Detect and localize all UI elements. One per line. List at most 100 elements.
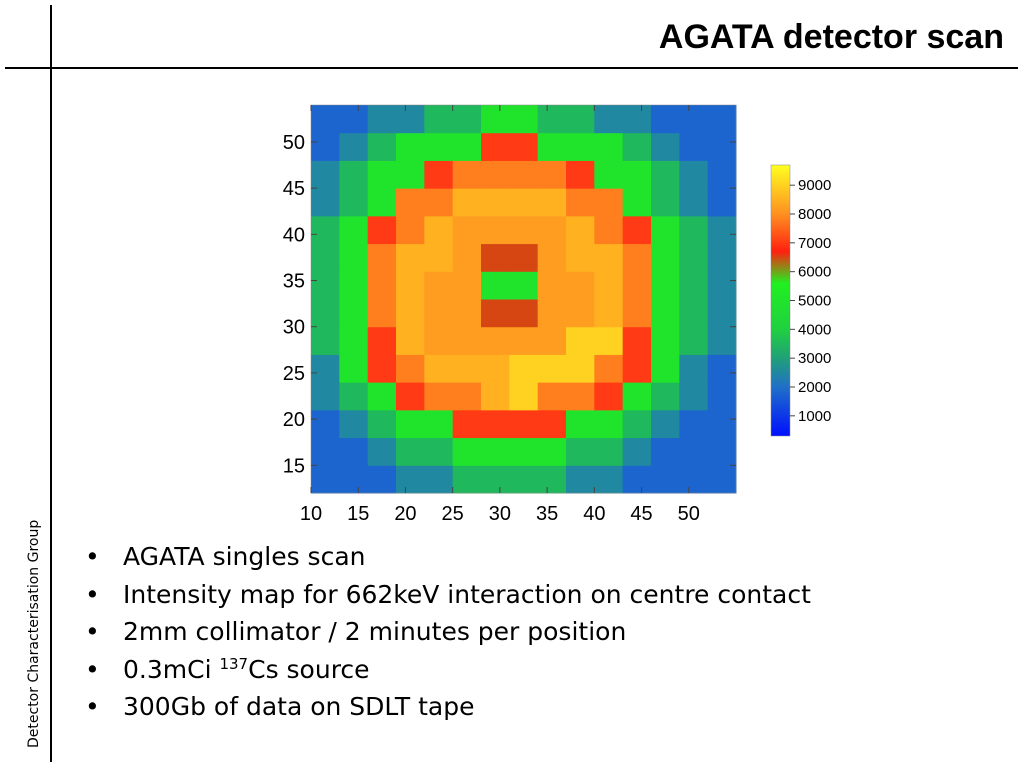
bullet: 300Gb of data on SDLT tape [85, 688, 811, 726]
heat-cell [566, 354, 595, 383]
heat-cell [452, 188, 482, 217]
heat-cell [339, 188, 369, 217]
heat-cell [424, 271, 454, 300]
heat-cell [509, 299, 539, 328]
heat-cell [396, 465, 425, 494]
heat-cell [339, 271, 369, 300]
heat-cell [481, 132, 510, 161]
heat-cell [509, 354, 539, 383]
heat-cell [594, 465, 624, 494]
heat-cell [537, 354, 567, 383]
heat-cell [707, 382, 737, 411]
heat-cell [509, 465, 539, 494]
heat-cell [311, 465, 340, 494]
heat-cell [622, 105, 652, 134]
heat-cell [367, 465, 397, 494]
heat-cell [311, 409, 340, 439]
heat-cell [481, 409, 510, 439]
heat-cell [311, 354, 340, 383]
heat-cell [594, 326, 624, 355]
heat-cell [594, 437, 624, 466]
heat-cell [339, 215, 369, 245]
heat-cell [339, 132, 369, 161]
heat-cell [651, 354, 680, 383]
heat-cell [537, 160, 567, 189]
heat-cell [452, 409, 482, 439]
heat-cell [537, 105, 567, 134]
heat-cell [311, 215, 340, 245]
heat-cell [367, 409, 397, 439]
heat-cell [622, 215, 652, 245]
heat-cell [537, 271, 567, 300]
heat-cell [339, 160, 369, 189]
heat-cell [679, 326, 709, 355]
heat-cell [509, 437, 539, 466]
heat-cell [566, 465, 595, 494]
heat-cell [537, 188, 567, 217]
x-tick-label: 10 [300, 503, 322, 525]
heat-cell [396, 243, 425, 272]
heat-cell [651, 132, 680, 161]
heat-cell [509, 243, 539, 272]
y-tick-label: 40 [283, 224, 305, 246]
heat-cell [339, 409, 369, 439]
heat-cell [566, 105, 595, 134]
slide-title: AGATA detector scan [658, 18, 1004, 56]
heat-cell [707, 354, 737, 383]
heat-cell [679, 188, 709, 217]
heat-cell [424, 243, 454, 272]
heat-cell [339, 326, 369, 355]
heat-cell [452, 382, 482, 411]
bullet: Intensity map for 662keV interaction on … [85, 576, 811, 614]
colorbar-tick-label: 5000 [798, 293, 831, 310]
heat-cell [339, 243, 369, 272]
heat-cell [339, 437, 369, 466]
heat-cell [481, 105, 510, 134]
heat-cell [622, 409, 652, 439]
heat-cell [679, 299, 709, 328]
heat-cell [424, 465, 454, 494]
heat-cell [707, 271, 737, 300]
heat-cell [679, 354, 709, 383]
heat-cell [481, 215, 510, 245]
heat-cell [622, 188, 652, 217]
heat-cell [679, 160, 709, 189]
heat-cell [679, 105, 709, 134]
heat-cell [367, 271, 397, 300]
heat-cell [566, 160, 595, 189]
heat-cell [707, 299, 737, 328]
y-tick-label: 35 [283, 271, 305, 293]
heat-cell [537, 465, 567, 494]
heat-cell [509, 188, 539, 217]
y-tick-label: 15 [283, 455, 305, 477]
heat-cell [311, 105, 340, 134]
heat-cell [509, 326, 539, 355]
colorbar-tick-label: 3000 [798, 350, 831, 367]
sidebar-label: Detector Characterisation Group [26, 519, 42, 748]
heat-cell [594, 271, 624, 300]
x-tick-label: 20 [394, 503, 416, 525]
heat-cell [707, 243, 737, 272]
heat-cell [566, 409, 595, 439]
y-tick-label: 50 [283, 132, 305, 154]
heat-cell [707, 132, 737, 161]
heat-cell [566, 271, 595, 300]
x-tick-label: 25 [442, 503, 464, 525]
bullet: AGATA singles scan [85, 538, 811, 576]
heat-cell [396, 132, 425, 161]
heat-cell [396, 271, 425, 300]
heat-cell [424, 299, 454, 328]
y-tick-label: 25 [283, 363, 305, 385]
y-tick-label: 45 [283, 178, 305, 200]
bullet-list: AGATA singles scanIntensity map for 662k… [85, 538, 811, 726]
heat-cell [651, 382, 680, 411]
heat-cell [481, 188, 510, 217]
heat-cell [396, 437, 425, 466]
heat-cell [481, 271, 510, 300]
colorbar-tick-label: 7000 [798, 235, 831, 252]
heat-cell [452, 132, 482, 161]
colorbar [770, 164, 791, 437]
heat-cell [311, 299, 340, 328]
plot-frame [310, 104, 737, 494]
